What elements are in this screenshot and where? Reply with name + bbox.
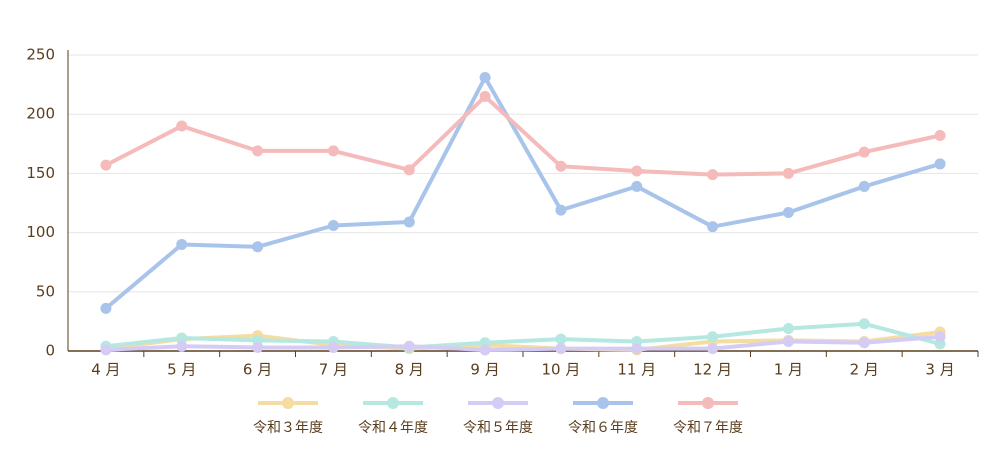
- data-point: [858, 180, 870, 192]
- data-point: [858, 337, 870, 349]
- data-point: [327, 341, 339, 353]
- x-tick-label: 8 月: [395, 361, 424, 379]
- x-tick-label: 10 月: [541, 361, 580, 379]
- data-point: [555, 343, 567, 355]
- x-tick-label: 2 月: [850, 361, 879, 379]
- x-tick-label: 4 月: [91, 361, 120, 379]
- x-tick-label: 12 月: [693, 361, 732, 379]
- x-tick-label: 5 月: [167, 361, 196, 379]
- legend-label: 令和５年度: [463, 420, 533, 436]
- x-tick-label: 3 月: [925, 361, 954, 379]
- data-point: [782, 206, 794, 218]
- y-tick-label: 0: [45, 342, 55, 360]
- series-line: [104, 75, 941, 310]
- data-point: [934, 158, 946, 170]
- legend-label: 令和７年度: [673, 420, 743, 436]
- data-point: [707, 221, 719, 233]
- data-point: [631, 180, 643, 192]
- data-point: [403, 340, 415, 352]
- data-point: [934, 130, 946, 142]
- data-point: [176, 120, 188, 132]
- data-point: [782, 323, 794, 335]
- data-point: [327, 219, 339, 231]
- data-point: [707, 343, 719, 355]
- data-point: [782, 336, 794, 348]
- data-point: [176, 238, 188, 250]
- y-tick-label: 150: [26, 164, 55, 182]
- legend-marker: [597, 397, 609, 409]
- legend-marker: [387, 397, 399, 409]
- data-point: [479, 344, 491, 356]
- legend-label: 令和３年度: [253, 420, 323, 436]
- data-point: [858, 318, 870, 330]
- data-point: [100, 159, 112, 171]
- data-point: [479, 71, 491, 83]
- data-point: [782, 167, 794, 179]
- data-point: [707, 169, 719, 181]
- x-tick-label: 9 月: [470, 361, 499, 379]
- data-point: [100, 302, 112, 314]
- data-point: [479, 90, 491, 102]
- data-point: [252, 341, 264, 353]
- data-point: [403, 164, 415, 176]
- series-line: [105, 321, 941, 350]
- legend-label: 令和４年度: [358, 420, 428, 436]
- x-tick-label: 1 月: [774, 361, 803, 379]
- data-point: [707, 331, 719, 343]
- data-point: [403, 216, 415, 228]
- data-point: [631, 343, 643, 355]
- y-tick-label: 50: [36, 282, 55, 300]
- data-point: [176, 332, 188, 344]
- x-tick-label: 11 月: [617, 361, 656, 379]
- data-point: [555, 204, 567, 216]
- x-tick-label: 7 月: [319, 361, 348, 379]
- series-line: [105, 94, 941, 177]
- data-point: [327, 145, 339, 157]
- x-tick-label: 6 月: [243, 361, 272, 379]
- y-tick-label: 100: [26, 223, 55, 241]
- data-point: [631, 165, 643, 177]
- data-point: [858, 146, 870, 158]
- y-tick-label: 250: [26, 46, 55, 64]
- data-point: [555, 333, 567, 345]
- data-point: [555, 160, 567, 172]
- data-point: [252, 145, 264, 157]
- data-point: [252, 241, 264, 253]
- y-tick-label: 200: [26, 105, 55, 123]
- legend-marker: [492, 397, 504, 409]
- legend-label: 令和６年度: [568, 420, 638, 436]
- data-point: [934, 331, 946, 343]
- legend-marker: [282, 397, 294, 409]
- data-point: [100, 344, 112, 356]
- legend-marker: [702, 397, 714, 409]
- series-line: [105, 334, 941, 352]
- data-point: [176, 340, 188, 352]
